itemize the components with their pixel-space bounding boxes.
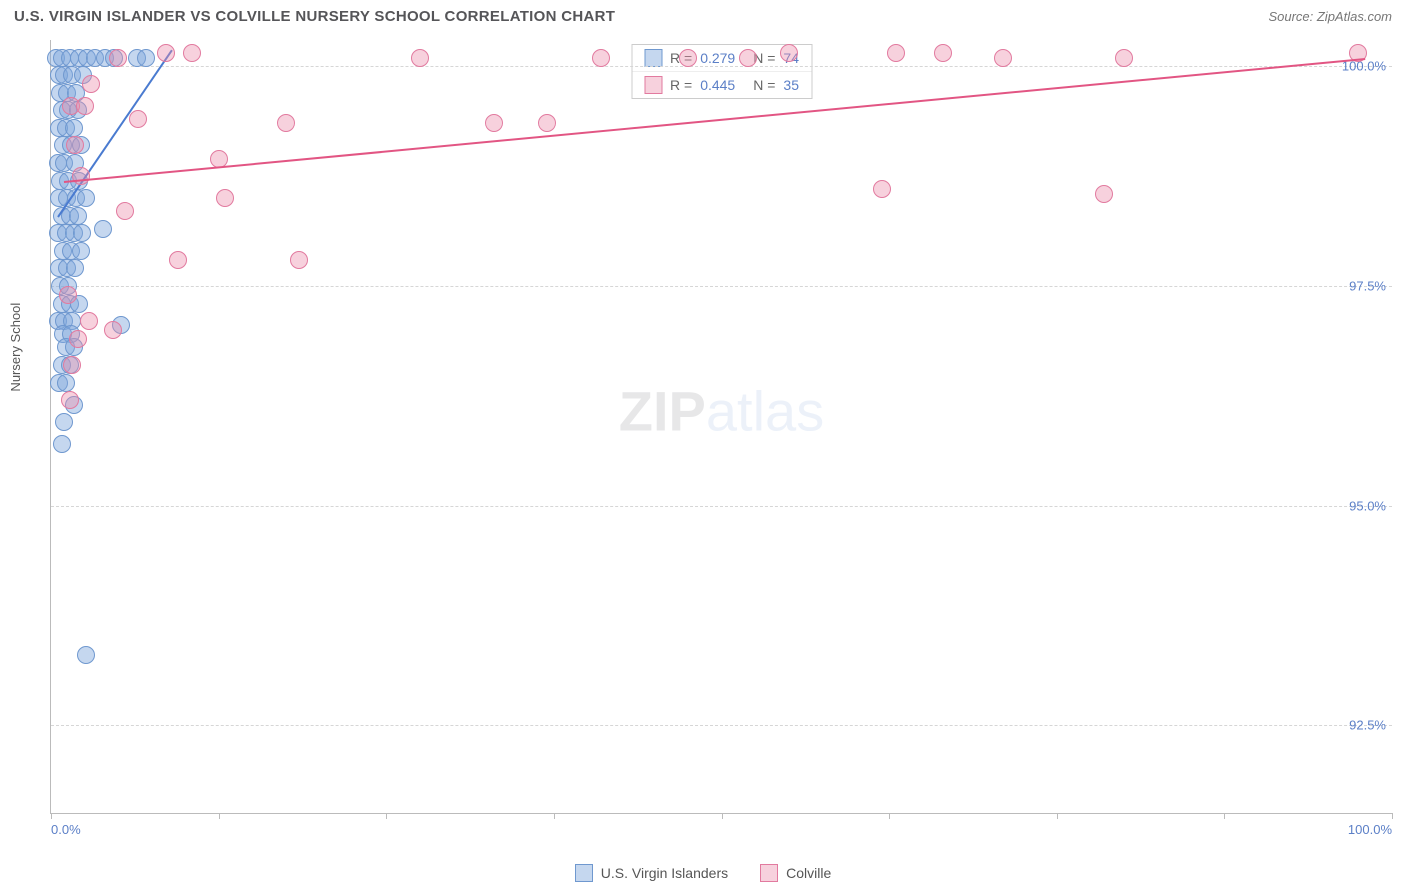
r-value: 0.279 [700,50,735,66]
legend-swatch [760,864,778,882]
legend-label: U.S. Virgin Islanders [601,865,728,881]
data-point [1115,49,1133,67]
x-tick [1392,813,1393,819]
y-axis-label: Nursery School [8,303,23,392]
data-point [73,224,91,242]
plot-region: ZIPatlas R =0.279N =74R =0.445N =35 92.5… [50,40,1392,814]
data-point [157,44,175,62]
data-point [53,435,71,453]
data-point [679,49,697,67]
data-point [66,136,84,154]
data-point [59,286,77,304]
gridline-h [51,725,1392,726]
data-point [72,242,90,260]
data-point [183,44,201,62]
x-tick-label: 0.0% [51,822,81,837]
chart-source: Source: ZipAtlas.com [1268,9,1392,24]
data-point [411,49,429,67]
legend-stats-row: R = 0.445 N = 35 [632,71,811,98]
data-point [873,180,891,198]
data-point [739,49,757,67]
x-tick [1057,813,1058,819]
data-point [592,49,610,67]
watermark: ZIPatlas [619,379,824,444]
legend-swatch [644,76,662,94]
data-point [485,114,503,132]
x-tick [1224,813,1225,819]
data-point [76,97,94,115]
legend-item: U.S. Virgin Islanders [575,864,728,882]
data-point [129,110,147,128]
data-point [69,330,87,348]
data-point [82,75,100,93]
data-point [994,49,1012,67]
data-point [55,413,73,431]
data-point [169,251,187,269]
data-point [780,44,798,62]
data-point [116,202,134,220]
data-point [216,189,234,207]
data-point [887,44,905,62]
data-point [137,49,155,67]
r-label: R = [670,77,692,93]
x-tick [219,813,220,819]
legend-swatch [575,864,593,882]
data-point [277,114,295,132]
data-point [61,391,79,409]
legend-label: Colville [786,865,831,881]
data-point [69,207,87,225]
data-point [77,189,95,207]
chart-area: Nursery School ZIPatlas R =0.279N =74R =… [14,40,1392,832]
x-tick-label: 100.0% [1348,822,1392,837]
data-point [63,356,81,374]
gridline-h [51,66,1392,67]
data-point [72,167,90,185]
n-value: 35 [783,77,799,93]
x-tick [889,813,890,819]
data-point [934,44,952,62]
chart-title: U.S. VIRGIN ISLANDER VS COLVILLE NURSERY… [14,8,615,25]
data-point [538,114,556,132]
gridline-h [51,286,1392,287]
data-point [109,49,127,67]
data-point [80,312,98,330]
x-tick [722,813,723,819]
y-tick-label: 97.5% [1349,278,1386,293]
data-point [77,646,95,664]
legend-item: Colville [760,864,831,882]
chart-header: U.S. VIRGIN ISLANDER VS COLVILLE NURSERY… [0,0,1406,31]
r-value: 0.445 [700,77,735,93]
x-tick [554,813,555,819]
n-label: N = [753,77,775,93]
data-point [290,251,308,269]
data-point [57,374,75,392]
watermark-light: atlas [706,380,824,443]
data-point [104,321,122,339]
y-tick-label: 92.5% [1349,718,1386,733]
x-tick [386,813,387,819]
x-tick [51,813,52,819]
data-point [66,259,84,277]
watermark-bold: ZIP [619,380,706,443]
legend-swatch [644,49,662,67]
data-point [1095,185,1113,203]
legend-bottom: U.S. Virgin Islanders Colville [0,864,1406,882]
data-point [65,119,83,137]
data-point [94,220,112,238]
gridline-h [51,506,1392,507]
y-tick-label: 95.0% [1349,498,1386,513]
